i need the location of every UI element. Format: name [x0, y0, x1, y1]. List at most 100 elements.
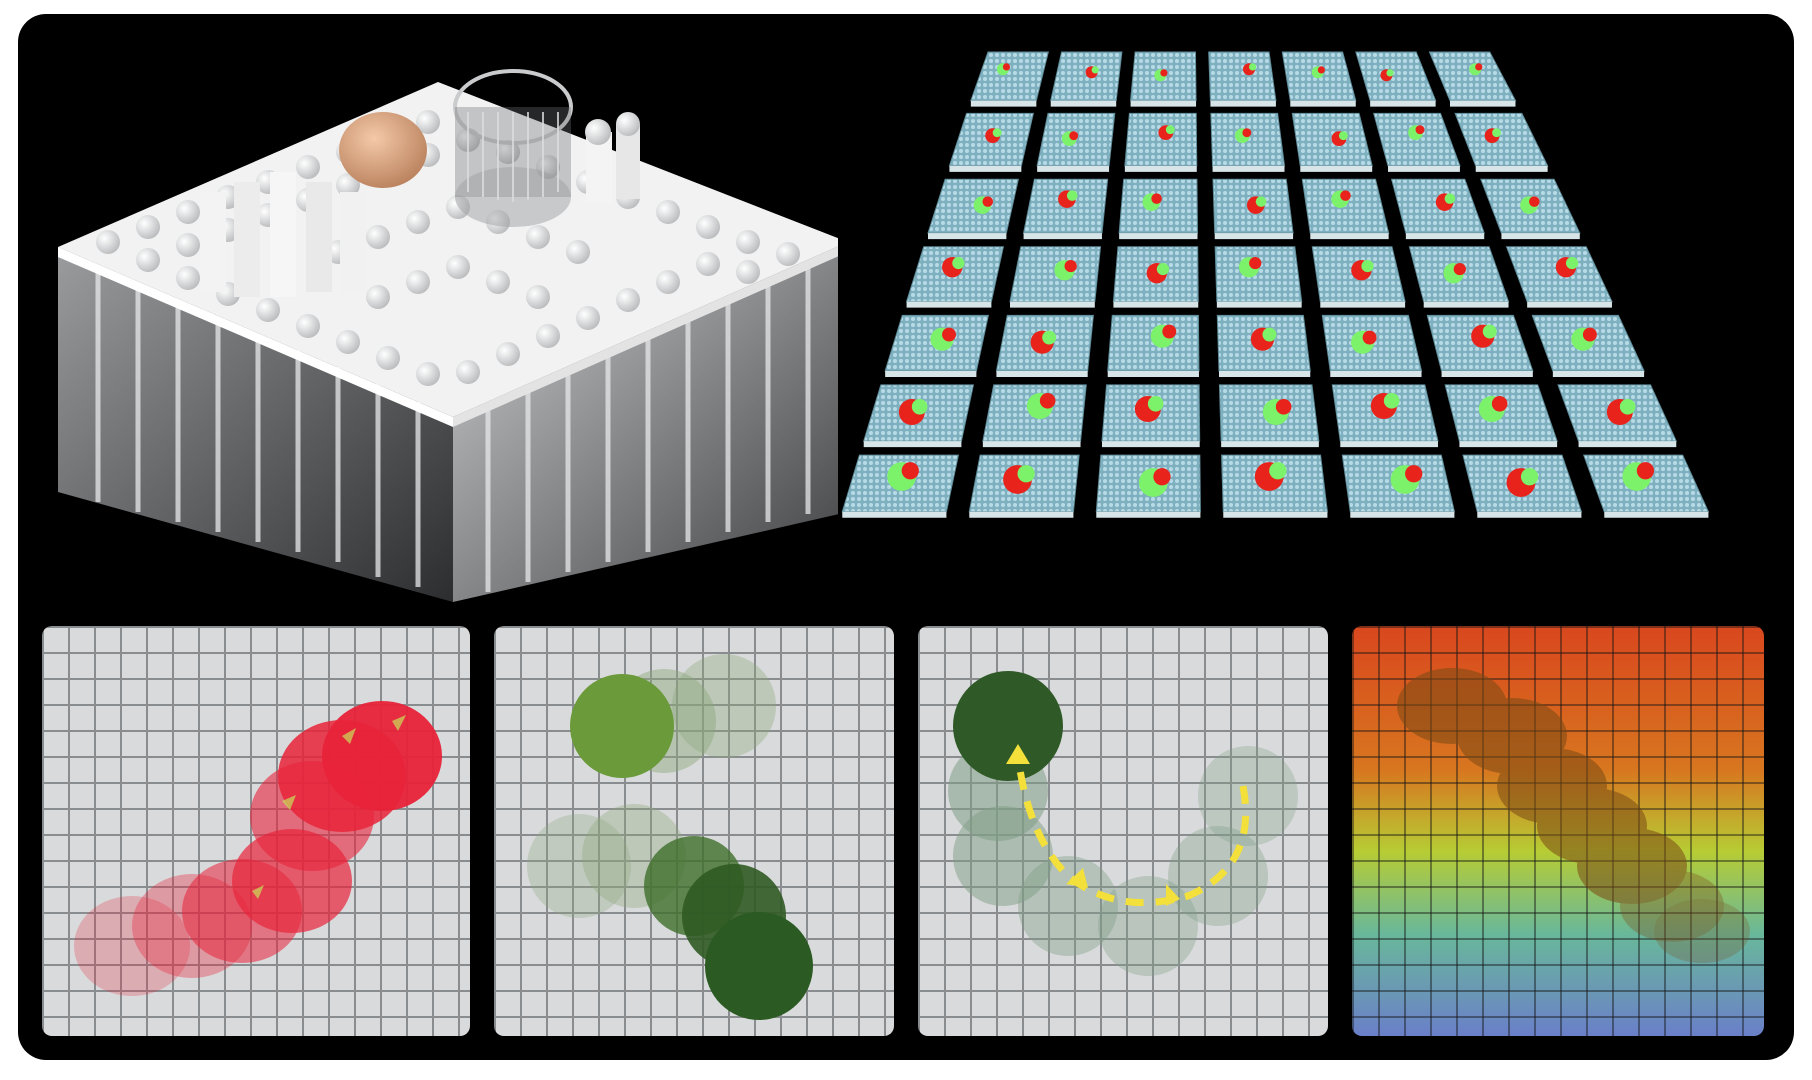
sim-tile-edge	[1130, 100, 1197, 107]
sim-object-part	[1269, 462, 1287, 480]
sim-tile-edge	[885, 370, 977, 377]
glass-object-trajectory	[1397, 668, 1750, 963]
sim-object-part	[1165, 125, 1175, 135]
sim-tile-edge	[1219, 370, 1311, 377]
sim-tile-edge	[1023, 233, 1102, 240]
sim-object-part	[1147, 395, 1164, 412]
sim-tile	[1454, 112, 1549, 167]
sim-object-part	[982, 196, 994, 207]
egg	[339, 112, 427, 188]
sim-object-part	[1491, 395, 1508, 412]
sim-tile-edge	[1604, 511, 1709, 518]
sim-tile-edge	[1450, 100, 1516, 107]
sim-tile-edge	[1441, 370, 1533, 377]
sim-tile-edge	[928, 233, 1007, 240]
sim-object-part	[1002, 63, 1011, 71]
sim-object-part	[1156, 262, 1170, 276]
lime-current	[953, 671, 1063, 781]
trajectory-panel-lime-translate	[494, 626, 894, 1036]
sim-tile-edge	[1221, 441, 1319, 448]
sim-tile-edge	[969, 511, 1074, 518]
sim-object-part	[1255, 196, 1267, 207]
sim-object-part	[1582, 327, 1597, 342]
sim-tile-edge	[1113, 301, 1199, 308]
sim-tile	[1428, 51, 1517, 102]
sim-object-part	[1064, 259, 1077, 273]
sim-object-part	[1444, 193, 1456, 204]
sim-tile-edge	[996, 370, 1088, 377]
trajectory-panel-heatmap	[1352, 626, 1764, 1036]
sim-object-part	[1091, 66, 1099, 74]
sim-tile-edge	[1010, 301, 1095, 308]
sim-object-part	[1362, 330, 1377, 345]
sim-tile	[970, 51, 1049, 102]
sim-tile	[1124, 112, 1198, 167]
arrowhead-left-icon	[1066, 868, 1088, 888]
sim-tile-edge	[1459, 441, 1558, 448]
sim-tile	[1214, 246, 1303, 303]
sim-object-part	[1520, 468, 1539, 486]
sim-object-part	[1482, 324, 1497, 339]
sim-tile-edge	[1527, 301, 1612, 308]
raised-pins	[200, 112, 640, 297]
sim-tile-edge	[1290, 100, 1356, 107]
sim-tile-edge	[1350, 511, 1455, 518]
sim-tile-edge	[1037, 165, 1110, 172]
sim-tile-edge	[1216, 301, 1302, 308]
sim-object-part	[1242, 128, 1252, 138]
lime-start	[570, 674, 674, 778]
sim-tile-edge	[1405, 233, 1485, 240]
sim-object-part	[1415, 125, 1425, 135]
sim-object-part	[1475, 63, 1483, 71]
figure-panel	[18, 14, 1794, 1060]
sim-tile-edge	[1578, 441, 1677, 448]
sim-object-part	[1636, 462, 1655, 480]
sim-tile-edge	[906, 301, 992, 308]
simulation-tiles	[841, 51, 1710, 518]
sim-tile-edge	[1214, 233, 1294, 240]
device-top-plate	[58, 82, 838, 417]
sim-object-part	[1160, 69, 1168, 77]
sim-object-part	[1317, 66, 1325, 74]
glass-cup	[453, 69, 573, 227]
sim-object-part	[1383, 392, 1400, 409]
lime-u-turn-trajectory	[948, 671, 1298, 976]
lime-end	[705, 912, 813, 1020]
sim-tile	[1050, 51, 1123, 102]
sim-tile	[1355, 51, 1437, 102]
sim-object-part	[992, 128, 1002, 138]
sim-object-part	[911, 398, 928, 415]
sim-tile-edge	[1477, 511, 1582, 518]
sim-object-part	[1262, 327, 1277, 342]
sim-tile-edge	[1300, 165, 1373, 172]
sim-tile	[1208, 51, 1277, 102]
trajectory-panel-lime-u-turn	[918, 626, 1328, 1036]
sim-tile-edge	[1552, 370, 1645, 377]
sim-tile-edge	[949, 165, 1022, 172]
sim-tile-edge	[1050, 100, 1117, 107]
sim-object-part	[1249, 256, 1262, 270]
sim-tile-edge	[1370, 100, 1436, 107]
sim-tile-edge	[1212, 165, 1285, 172]
simulation-grid	[838, 34, 1788, 614]
arrowhead-mid-icon	[1166, 884, 1180, 906]
trajectory-panel-dragon-fruit	[42, 626, 470, 1036]
sim-object-part	[1338, 131, 1348, 141]
sim-object-part	[1386, 69, 1394, 77]
sim-tile-edge	[1124, 165, 1197, 172]
sim-object-part	[901, 462, 919, 480]
sim-tile-edge	[1388, 165, 1460, 172]
sim-tile-edge	[1102, 441, 1200, 448]
sim-object-part	[1249, 63, 1257, 71]
sim-object-part	[1153, 468, 1171, 486]
sim-tile-edge	[1475, 165, 1548, 172]
sim-tile-edge	[1340, 441, 1438, 448]
sim-object-part	[1017, 465, 1035, 483]
sim-object-part	[1405, 465, 1423, 483]
actuator-stripes	[95, 264, 811, 592]
sim-object-part	[1340, 190, 1351, 201]
u-turn-path-arrow	[1014, 755, 1250, 907]
sim-tile-edge	[842, 511, 947, 518]
sim-tile-edge	[1096, 511, 1201, 518]
device-photo	[38, 32, 838, 602]
